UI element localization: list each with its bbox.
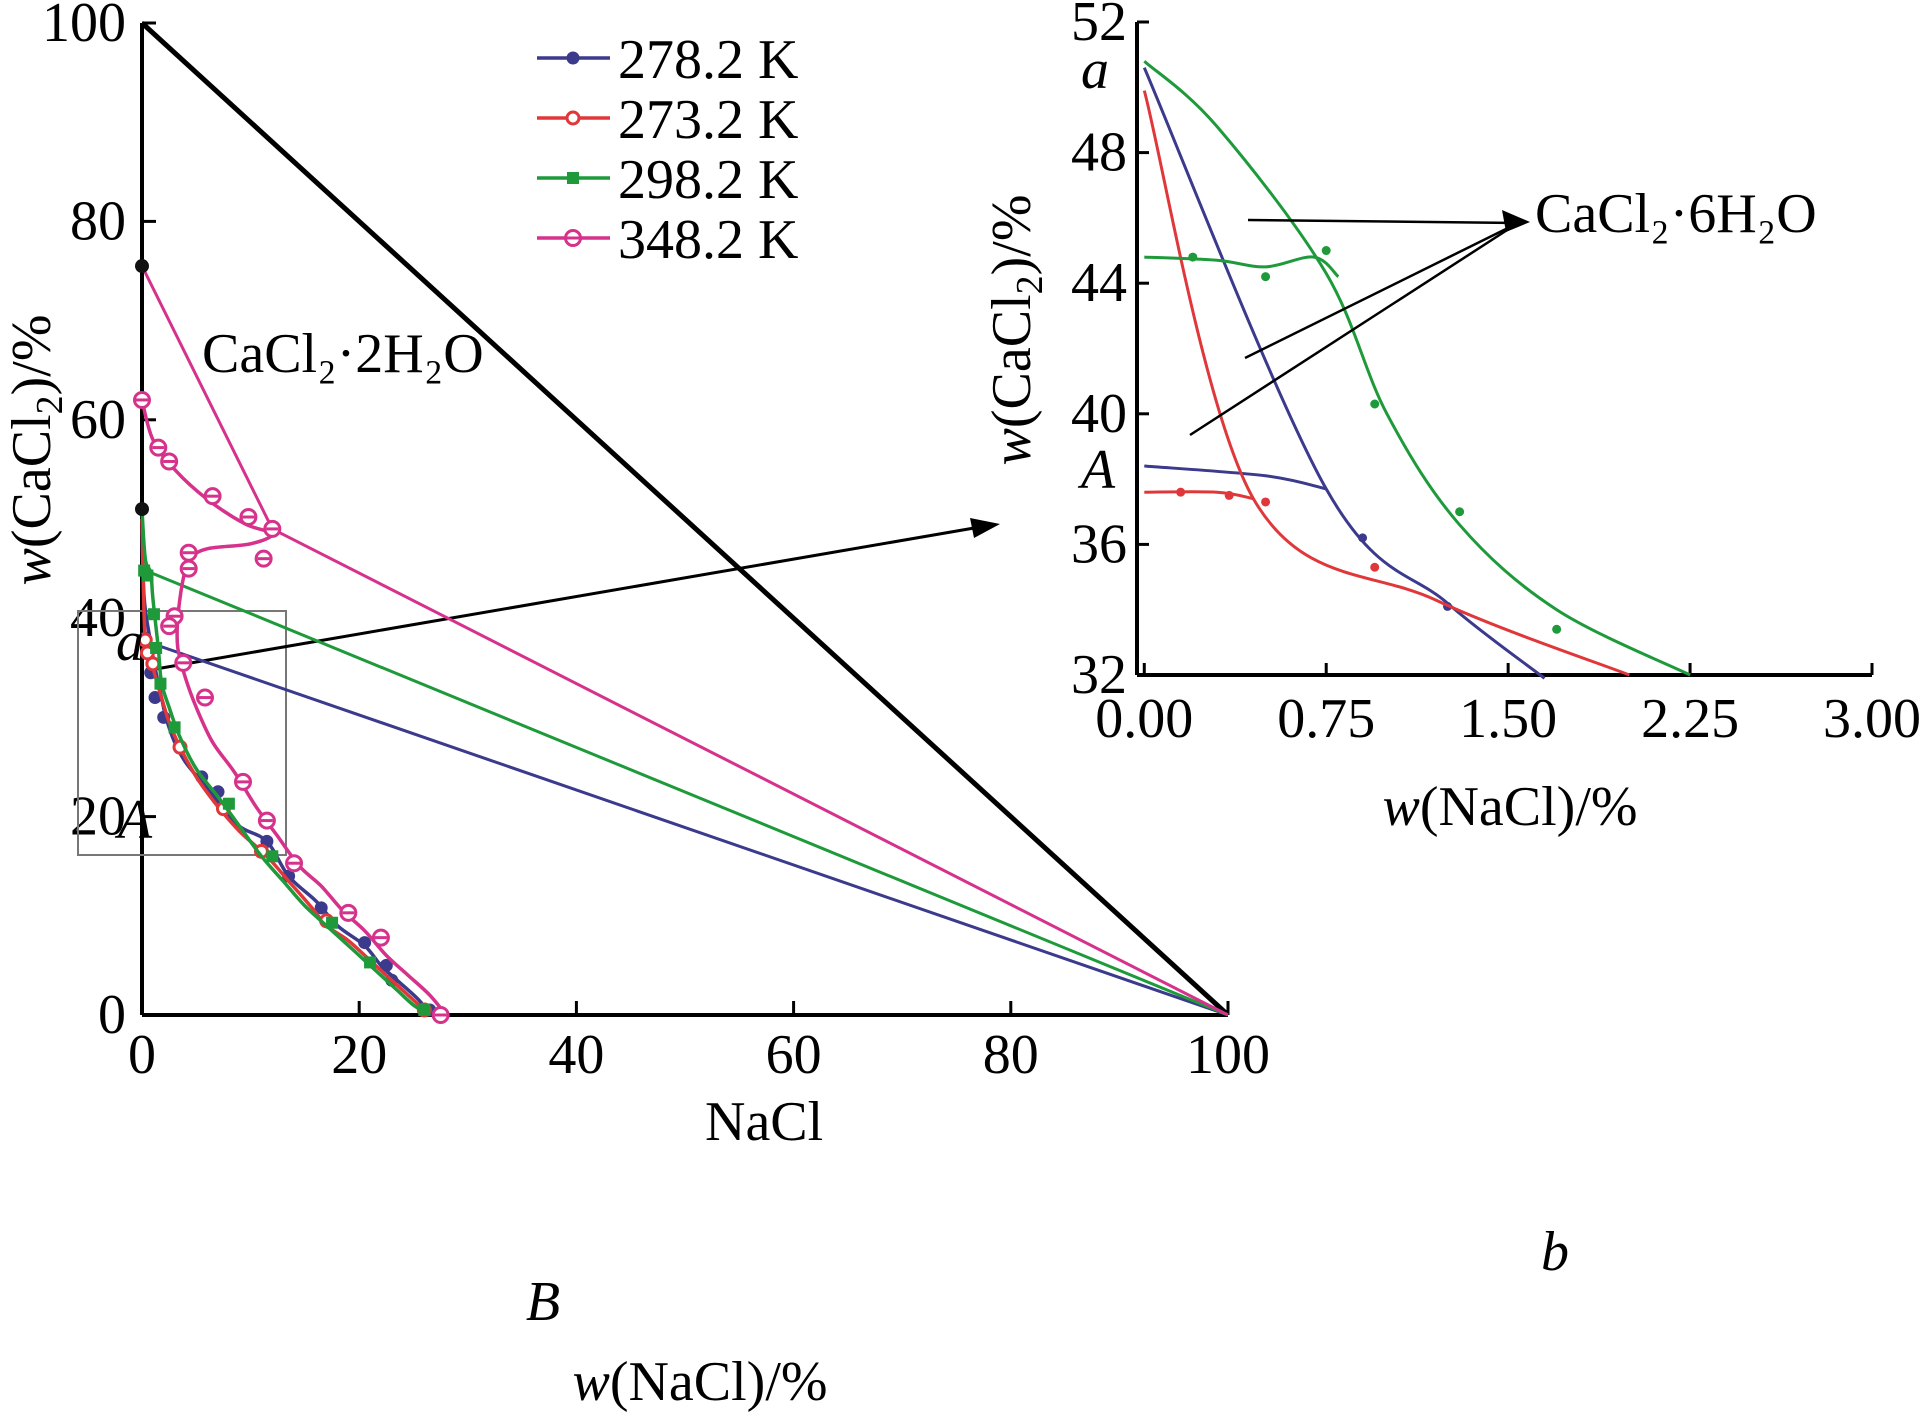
region-label-nacl: NaCl — [705, 1091, 823, 1153]
data-point — [150, 641, 163, 654]
x-tick-label: 20 — [331, 1024, 387, 1086]
inset-y-axis-label: w(CaCl2)/% — [981, 195, 1051, 466]
data-point — [364, 956, 377, 969]
main-chart: 0 20 40 60 80 100 0 20 40 60 80 100 w(NaCl)/% w(CaCl2… — [1, 0, 1569, 1413]
pointer-line — [1244, 221, 1519, 360]
y-tick-label: 20 — [70, 786, 126, 848]
data-point — [379, 958, 393, 972]
inset-data-point — [1370, 562, 1380, 572]
dihydrate-point — [135, 259, 149, 274]
inset-data-point — [1455, 507, 1465, 517]
inset-branch — [1144, 490, 1254, 501]
region-label-dihydrate: CaCl₂·2H₂O — [202, 323, 484, 385]
point-a-marker — [135, 502, 149, 517]
y-tick-label: 40 — [70, 587, 126, 649]
inset-x-tick-label: 3.00 — [1823, 688, 1921, 750]
data-point — [147, 608, 160, 621]
inset-branch — [1144, 255, 1340, 278]
legend-marker — [567, 172, 579, 184]
inset-data-point — [1358, 533, 1368, 543]
x-tick-label: 80 — [983, 1024, 1039, 1086]
inset-data-point — [1224, 490, 1234, 500]
data-point — [326, 916, 339, 929]
data-point — [358, 936, 372, 950]
y-tick-label: 0 — [98, 984, 126, 1046]
inset-curve — [1142, 90, 1630, 677]
inset-chart: 0.00 0.75 1.50 2.25 3.00 32 36 40 44 48 52 w(NaCl)/… — [981, 0, 1921, 838]
pointer-line — [1247, 218, 1519, 225]
inset-y-tick-label: 44 — [1071, 252, 1127, 314]
inset-point-label-A: A — [1077, 439, 1116, 501]
zoom-arrow — [149, 525, 981, 672]
legend-label: 298.2 K — [618, 149, 798, 211]
y-tick-label: 80 — [70, 190, 126, 252]
inset-x-tick-label: 1.50 — [1459, 688, 1557, 750]
hypotenuse — [140, 21, 1230, 1017]
point-label-A: A — [114, 789, 153, 851]
inset-series-2 — [1143, 60, 1691, 677]
data-point — [314, 901, 328, 915]
inset-branch — [1144, 464, 1327, 491]
legend-marker — [565, 110, 581, 126]
pointer-line — [1189, 221, 1519, 437]
zoom-box — [77, 610, 287, 856]
inset-x-tick-label: 0.00 — [1095, 688, 1193, 750]
inset-data-point — [1261, 497, 1271, 507]
zoom-arrow-head — [970, 518, 1000, 538]
tie-line — [150, 571, 1229, 1017]
inset-data-point — [1261, 272, 1271, 282]
inset-data-point — [1370, 399, 1380, 409]
y-tick-label: 100 — [42, 0, 126, 54]
x-tick-label: 0 — [128, 1024, 156, 1086]
y-axis-label: w(CaCl2)/% — [1, 315, 71, 586]
x-axis-label: w(NaCl)/% — [572, 1351, 827, 1413]
inset-y-tick-label: 48 — [1071, 122, 1127, 184]
data-point — [222, 797, 235, 810]
data-point — [266, 850, 279, 863]
inset-x-tick-label: 2.25 — [1641, 688, 1739, 750]
series-3 — [133, 265, 1229, 1024]
legend-label: 273.2 K — [618, 89, 798, 151]
inset-y-tick-label: 32 — [1071, 644, 1127, 706]
x-tick-label: 100 — [1186, 1024, 1270, 1086]
inset-series-0 — [1142, 67, 1546, 680]
inset-x-tick-label: 0.75 — [1277, 688, 1375, 750]
inset-data-point — [1552, 624, 1562, 634]
legend-label: 348.2 K — [618, 209, 798, 271]
inset-curve — [1142, 67, 1546, 680]
point-label-a: a — [116, 611, 144, 673]
data-point — [154, 677, 167, 690]
data-point — [148, 691, 162, 705]
x-tick-label: 40 — [548, 1024, 604, 1086]
hexahydrate-label: CaCl₂·6H₂O — [1535, 183, 1817, 245]
inset-series-1 — [1142, 90, 1630, 677]
legend-marker — [566, 51, 580, 65]
point-label-b: b — [1541, 1221, 1569, 1283]
legend-label: 278.2 K — [618, 29, 798, 91]
inset-y-tick-label: 52 — [1071, 0, 1127, 53]
solubility-curve — [140, 399, 448, 1017]
inset-x-axis-label: w(NaCl)/% — [1382, 776, 1637, 838]
y-tick-label: 60 — [70, 389, 126, 451]
inset-data-point — [1176, 487, 1186, 497]
data-point — [168, 721, 181, 734]
inset-data-point — [1188, 252, 1198, 262]
solubility-curve — [140, 508, 431, 1017]
inset-point-label-a: a — [1081, 39, 1109, 101]
inset-curve — [1143, 60, 1691, 677]
inset-y-tick-label: 40 — [1071, 383, 1127, 445]
inset-data-point — [1321, 246, 1331, 256]
series-2 — [138, 508, 1229, 1017]
data-point — [145, 656, 161, 672]
point-label-B: B — [526, 1271, 560, 1333]
x-tick-label: 60 — [766, 1024, 822, 1086]
inset-y-tick-label: 36 — [1071, 513, 1127, 575]
tie-line — [150, 641, 1229, 1017]
pointer-arrow-head — [1502, 210, 1530, 232]
data-point — [418, 1004, 431, 1017]
data-point — [141, 569, 154, 582]
